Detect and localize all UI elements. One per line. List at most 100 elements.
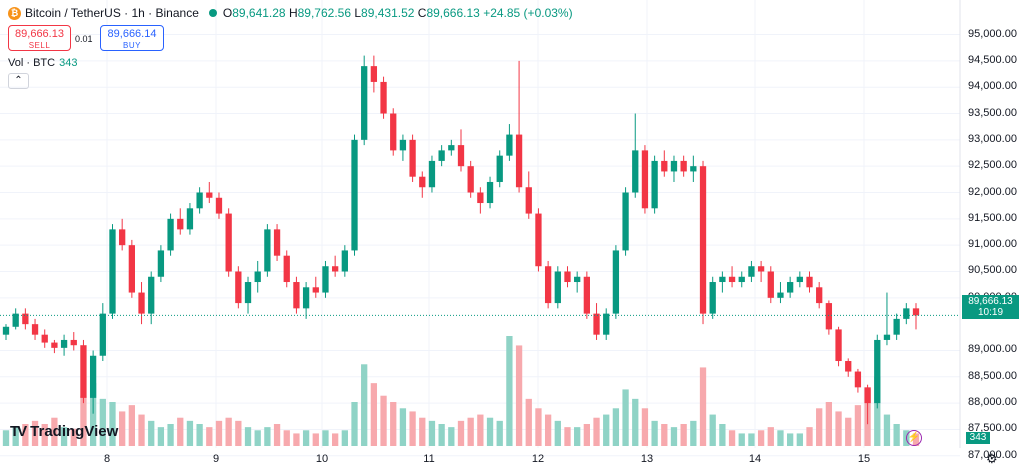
sell-button[interactable]: 89,666.13 SELL (8, 25, 71, 51)
price-tick-label: 90,500.00 (968, 264, 1017, 277)
price-tick-label: 92,500.00 (968, 159, 1017, 172)
candle-body (874, 339, 881, 404)
candle-body (41, 334, 48, 343)
candle-body (825, 303, 833, 330)
volume-bar (167, 424, 174, 446)
volume-value: 343 (59, 57, 78, 69)
candle-body (912, 308, 920, 316)
candle-body (177, 218, 184, 230)
candle-body (215, 197, 223, 214)
collapse-legend-button[interactable]: ⌃ (8, 73, 29, 89)
candle-body (254, 271, 261, 283)
volume-bar (177, 417, 184, 446)
candle-body (128, 245, 135, 293)
volume-bar (883, 414, 891, 446)
candle-body (138, 292, 145, 314)
volume-bar (670, 427, 678, 446)
candle-body (351, 139, 358, 251)
buy-button[interactable]: 89,666.14 BUY (100, 25, 164, 51)
volume-bar (806, 427, 813, 446)
time-tick-label: 9 (212, 453, 220, 465)
candle-body (302, 287, 310, 309)
candle-body (89, 355, 97, 398)
candle-body (244, 282, 252, 304)
sell-price: 89,666.13 (15, 28, 64, 40)
candle-body (738, 276, 745, 283)
current-price-label: 89,666.13 10:19 (962, 295, 1019, 319)
tradingview-logo-text: TradingView (30, 423, 119, 440)
candle-body (641, 150, 649, 209)
symbol-title[interactable]: Bitcoin / TetherUS · 1h · Binance (25, 6, 199, 20)
candle-body (273, 229, 281, 256)
price-tick-label: 93,000.00 (968, 132, 1017, 145)
candle-body (2, 326, 10, 335)
candle-body (31, 324, 39, 335)
volume-bars (2, 336, 920, 446)
volume-bar (99, 398, 106, 446)
volume-bar (119, 411, 126, 446)
volume-bar (109, 402, 116, 446)
volume-bar (787, 433, 794, 446)
volume-bar (622, 389, 629, 446)
volume-bar (41, 424, 48, 446)
candlesticks (2, 55, 920, 425)
candle-body (796, 276, 803, 283)
buy-price: 89,666.14 (107, 28, 157, 40)
candle-body (157, 250, 165, 277)
volume-bar (322, 430, 329, 446)
volume-bar (448, 427, 455, 446)
candle-body (12, 313, 19, 327)
candle-body (457, 145, 465, 167)
volume-bar (157, 427, 165, 446)
settings-gear-icon[interactable]: ⚙ (986, 451, 998, 466)
volume-bar (206, 427, 213, 446)
candle-body (699, 166, 707, 314)
price-tick-label: 95,000.00 (968, 27, 1017, 40)
volume-bar (603, 414, 610, 446)
volume-bar (661, 424, 668, 446)
candle-body (709, 282, 716, 314)
volume-bar (293, 433, 300, 446)
volume-bar (428, 420, 436, 446)
volume-bar (235, 420, 242, 446)
volume-bar (477, 414, 484, 446)
volume-bar (80, 395, 87, 446)
price-tick-label: 94,000.00 (968, 80, 1017, 93)
candle-body (583, 276, 590, 314)
candle-body (409, 139, 416, 177)
candle-body (777, 292, 784, 298)
candle-body (903, 308, 910, 319)
price-tick-label: 93,500.00 (968, 106, 1017, 119)
bitcoin-icon: ₿ (8, 6, 21, 20)
candle-body (854, 371, 862, 388)
volume-bar (351, 402, 358, 446)
volume-bar (399, 408, 407, 446)
candle-body (332, 266, 339, 272)
volume-bar (641, 408, 649, 446)
volume-bar (148, 420, 155, 446)
time-tick-label: 14 (748, 453, 762, 465)
spread-value: 0.01 (75, 34, 93, 44)
candle-body (690, 166, 697, 172)
time-tick-label: 11 (423, 453, 435, 465)
volume-bar (574, 427, 581, 446)
volume-bar (332, 433, 339, 446)
volume-bar (690, 420, 697, 446)
volume-bar (699, 367, 707, 446)
candle-body (845, 361, 852, 372)
volume-bar (728, 430, 736, 446)
volume-bar (738, 433, 745, 446)
candle-body (196, 192, 203, 209)
volume-bar (651, 420, 658, 446)
bolt-icon[interactable]: ⚡ (906, 430, 922, 446)
candle-body (787, 282, 794, 293)
volume-bar (506, 336, 513, 446)
tradingview-logo[interactable]: TV TradingView (10, 423, 118, 440)
volume-bar (593, 417, 600, 446)
candle-body (225, 213, 232, 272)
symbol-legend: ₿ Bitcoin / TetherUS · 1h · Binance O89,… (8, 6, 573, 20)
candle-body (757, 266, 765, 272)
candle-body (651, 160, 658, 209)
candle-body (477, 192, 484, 204)
